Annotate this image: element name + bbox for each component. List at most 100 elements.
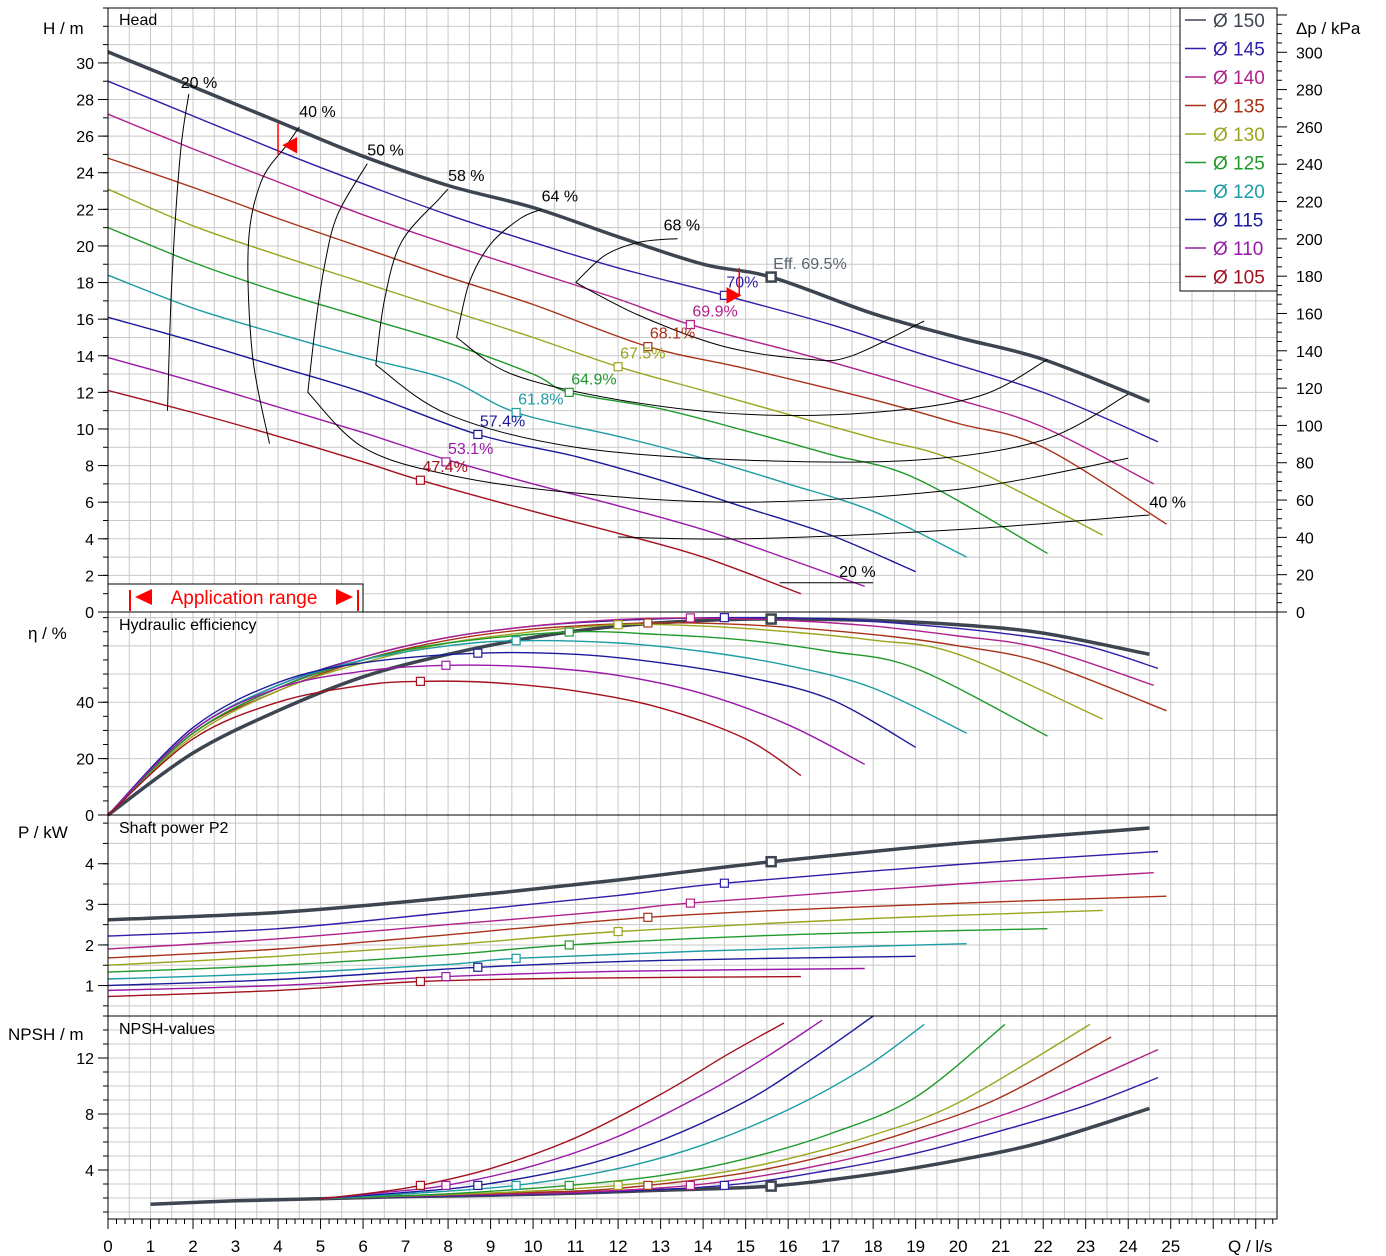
x-tick-label: 25 <box>1161 1237 1180 1256</box>
frame-layer: 0246810121416182022242628300204012344812… <box>76 7 1323 1256</box>
bep-marker-square <box>511 953 521 963</box>
x-tick-label: 18 <box>864 1237 883 1256</box>
legend-label: Ø 150 <box>1213 11 1265 32</box>
x-tick-label: 20 <box>949 1237 968 1256</box>
bep-marker-square <box>473 1180 483 1191</box>
iso-efficiency-label: 40 % <box>299 104 335 121</box>
operating-point-arrow-icon <box>282 137 298 154</box>
x-tick-label: 21 <box>991 1237 1010 1256</box>
right-axis-tick-label: 280 <box>1296 83 1323 100</box>
curve-d150 <box>107 826 1150 922</box>
legend-label: Ø 115 <box>1213 211 1263 232</box>
y-tick-label: 28 <box>76 93 94 110</box>
legend-label: Ø 110 <box>1213 239 1263 260</box>
x-tick-label: 3 <box>231 1237 240 1256</box>
y-tick-label: 30 <box>76 56 94 73</box>
curve-d105 <box>107 680 802 816</box>
iso-efficiency-curve <box>456 208 542 338</box>
bep-marker-square <box>719 1180 729 1191</box>
bep-marker-square <box>511 1180 521 1191</box>
bep-marker-square <box>473 962 483 972</box>
curve-d135 <box>107 157 1167 525</box>
bep-label: 64.9% <box>571 371 616 388</box>
curve-d125 <box>107 226 1048 555</box>
bep-marker-square <box>564 940 574 950</box>
y-tick-label: 6 <box>85 495 94 512</box>
bep-marker-square <box>685 320 695 330</box>
x-tick-label: 1 <box>146 1237 155 1256</box>
bep-marker-square <box>441 660 451 670</box>
y-tick-label: 3 <box>85 897 94 914</box>
bep-marker-square <box>719 613 729 623</box>
legend: Ø 150 Ø 145 Ø 140 Ø 135 Ø 130 Ø 125 Ø 120 Ø 115… <box>1179 7 1278 292</box>
curve-d135 <box>107 895 1167 959</box>
iso-efficiency-label: 20 % <box>181 75 217 92</box>
bep-marker-square <box>415 676 426 686</box>
right-axis-tick-label: 200 <box>1296 232 1323 249</box>
bep-marker-square <box>415 1180 426 1191</box>
bep-marker-square <box>441 1180 451 1191</box>
panel-frame <box>107 611 1278 816</box>
curve-d110 <box>320 1019 823 1200</box>
x-tick-label: 11 <box>567 1237 585 1256</box>
x-axis-label: Q / l/s <box>1228 1237 1272 1256</box>
right-axis-tick-label: 80 <box>1296 456 1314 473</box>
bep-marker-square <box>719 878 729 888</box>
y-tick-label: 24 <box>76 166 94 183</box>
bep-marker-square <box>564 387 574 397</box>
y-tick-label: 20 <box>76 752 94 769</box>
curve-d105 <box>107 389 802 595</box>
x-tick-label: 17 <box>821 1237 840 1256</box>
y-tick-label: 1 <box>85 979 94 996</box>
bep-marker-square <box>613 926 623 937</box>
curve-d140 <box>107 872 1154 950</box>
curves-layer: 20 % 40 % 50 % 58 % 64 % 68 % 20 % 40 % Eff. 69.… <box>106 50 1186 1207</box>
curve-d130 <box>107 909 1103 966</box>
x-tick-label: 10 <box>524 1237 543 1256</box>
bep-marker-square <box>643 912 653 922</box>
curve-d120 <box>107 943 967 980</box>
right-axis-tick-label: 40 <box>1296 530 1314 547</box>
bep-label: 61.8% <box>518 391 563 408</box>
y-tick-label: 12 <box>76 385 94 402</box>
iso-efficiency-curve <box>456 337 1048 416</box>
y-tick-label: 22 <box>76 202 94 219</box>
curve-d110 <box>107 356 865 588</box>
curve-d120 <box>107 274 968 558</box>
curve-d125 <box>107 928 1048 973</box>
x-tick-label: 24 <box>1119 1237 1138 1256</box>
iso-efficiency-label: 58 % <box>448 168 484 185</box>
x-tick-label: 2 <box>188 1237 197 1256</box>
bep-marker-square <box>473 648 483 658</box>
curve-d105 <box>320 1022 785 1200</box>
iso-efficiency-label: 50 % <box>367 143 403 160</box>
curve-d120 <box>320 1023 925 1200</box>
head-y-axis-label: H / m <box>43 19 84 38</box>
right-axis-tick-label: 160 <box>1296 306 1323 323</box>
iso-efficiency-curve <box>575 238 678 283</box>
iso-efficiency-curve <box>375 188 449 365</box>
bep-marker-square <box>564 1180 574 1191</box>
bep-label: 67.5% <box>620 346 665 363</box>
y-tick-label: 12 <box>76 1051 94 1068</box>
bep-marker-square <box>511 636 521 646</box>
bep-marker-square <box>685 898 695 908</box>
bep-label: 70% <box>726 274 758 291</box>
bep-label: 53.1% <box>448 441 493 458</box>
bep-marker-square <box>564 627 574 637</box>
y-tick-label: 14 <box>76 349 94 366</box>
bep-marker-square <box>765 613 777 625</box>
panel-frame <box>107 1015 1278 1220</box>
iso-efficiency-curve <box>307 163 368 393</box>
efficiency-panel-title: Hydraulic efficiency <box>119 617 257 634</box>
x-tick-label: 6 <box>358 1237 367 1256</box>
bep-marker-square <box>765 271 777 283</box>
iso-efficiency-label: 20 % <box>839 564 875 581</box>
bep-marker-square <box>441 972 451 982</box>
bep-marker-square <box>685 613 695 623</box>
power-y-axis-label: P / kW <box>18 823 68 842</box>
bep-marker-square <box>441 457 451 467</box>
curve-d125 <box>320 1023 1006 1200</box>
y-tick-label: 2 <box>85 938 94 955</box>
